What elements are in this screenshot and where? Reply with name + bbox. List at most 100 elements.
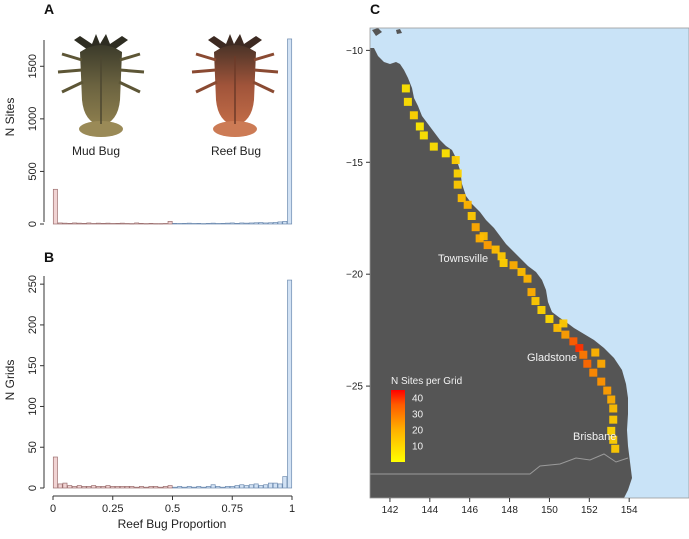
map-y-tick-label: −15: [346, 158, 363, 169]
map-density-cell: [415, 122, 424, 131]
panel-b-bar: [248, 484, 254, 489]
legend-title: N Sites per Grid: [391, 376, 462, 387]
panel-a-bar: [239, 222, 245, 225]
legend-color-bar: [391, 390, 405, 462]
panel-b-y-tick-label: 150: [27, 357, 39, 375]
panel-b-bar: [177, 486, 183, 489]
map-density-cell: [409, 111, 418, 120]
map-x-ticks: 142 144 146 148 150 152 154: [382, 498, 638, 516]
panel-a-bar: [244, 222, 250, 225]
panel-a-bar: [287, 38, 293, 225]
panel-a-letter: A: [44, 1, 54, 17]
map-density-cells: [401, 84, 620, 453]
panel-a-bar: [253, 222, 259, 225]
panel-a: A 0 500 1000 1500 N Sites Mud Bug Reef Bug: [3, 1, 293, 227]
mud-bug-image: [57, 34, 145, 137]
panel-a-bar: [205, 223, 211, 225]
map-density-cell: [609, 404, 618, 413]
map-legend: N Sites per Grid 40 30 20 10: [391, 376, 462, 462]
panel-b-bar: [196, 486, 202, 489]
map-density-cell: [499, 259, 508, 267]
panel-b-x-tick-label: 0: [50, 503, 56, 515]
panel-b-bar: [91, 485, 97, 489]
panel-a-bar: [248, 222, 254, 225]
map-x-tick-label: 144: [421, 505, 438, 516]
map-density-cell: [483, 241, 492, 250]
panel-b-bar: [225, 486, 230, 489]
map-density-cell: [607, 426, 616, 435]
map-density-cell: [607, 395, 616, 404]
map-density-cell: [561, 330, 570, 339]
map-density-cell: [611, 444, 620, 453]
map-density-cell: [609, 415, 618, 424]
panel-a-bar: [263, 222, 269, 225]
panel-b-bar: [162, 486, 168, 489]
panel-a-bar: [148, 223, 154, 225]
map-density-cell: [441, 149, 450, 158]
map-x-tick-label: 154: [621, 505, 638, 516]
map-y-tick-label: −10: [346, 46, 363, 57]
map-x-tick-label: 142: [382, 505, 399, 516]
panel-a-bar: [129, 223, 135, 225]
panel-b-y-tick-label: 100: [27, 397, 39, 415]
panel-a-y-tick-label: 500: [27, 162, 39, 180]
panel-b-bar: [287, 279, 293, 489]
map-density-cell: [597, 377, 606, 386]
panel-b-bar: [258, 485, 264, 489]
panel-a-bar: [67, 223, 73, 225]
panel-b-x-tick-label: 0.5: [165, 503, 180, 515]
panel-b-bar: [148, 486, 154, 489]
panel-b-bar: [129, 486, 135, 489]
panel-a-bars: [52, 38, 293, 225]
panel-b-bar: [81, 486, 87, 489]
panel-a-bar: [110, 223, 116, 225]
map-density-cell: [509, 261, 518, 270]
panel-b-bar: [124, 486, 130, 489]
city-townsville: Townsville: [438, 253, 488, 265]
panel-a-bar: [81, 223, 87, 225]
panel-b-bar: [52, 456, 58, 489]
panel-a-bar: [225, 222, 230, 225]
panel-a-bar: [277, 221, 283, 225]
panel-b-bar: [105, 485, 111, 489]
panel-b-bar: [86, 486, 92, 489]
map-density-cell: [537, 306, 546, 314]
map-density-cell: [451, 156, 460, 165]
map-density-cell: [609, 435, 618, 444]
panel-a-bar: [153, 223, 159, 225]
reef-bug-image: [191, 34, 279, 137]
panel-b-bar: [72, 486, 77, 489]
panel-b-bar: [119, 486, 125, 489]
map-y-tick-label: −25: [346, 382, 363, 393]
panel-a-bar: [177, 223, 183, 225]
panel-b-bar: [234, 485, 240, 489]
panel-b-bar: [253, 483, 259, 489]
map-density-cell: [517, 267, 526, 276]
map-density-cell: [453, 180, 462, 189]
map-density-cell: [579, 350, 588, 359]
panel-a-bar: [167, 221, 173, 225]
panel-b-bar: [239, 484, 245, 489]
map-land: [370, 48, 632, 498]
map-density-cell: [463, 200, 472, 209]
panel-a-bar: [268, 222, 273, 225]
map-density-cell: [453, 169, 462, 178]
panel-a-bar: [272, 222, 278, 225]
map-density-cell: [479, 232, 488, 241]
panel-b-bar: [143, 486, 149, 489]
panel-a-bar: [210, 222, 216, 225]
panel-a-bar: [134, 222, 140, 225]
panel-a-bar: [201, 223, 207, 225]
panel-a-bar: [91, 223, 97, 225]
panel-b-bar: [57, 483, 63, 489]
panel-b-bar: [210, 484, 216, 489]
map-y-ticks: −10 −15 −20 −25: [346, 46, 370, 393]
map-density-cell: [491, 245, 500, 254]
panel-b-bar: [186, 486, 192, 489]
map-density-cell: [457, 194, 466, 203]
panel-b-x-tick-label: 0.25: [102, 503, 123, 515]
map-density-cell: [591, 348, 600, 357]
panel-b-letter: B: [44, 249, 54, 265]
panel-b-x-tick-label: 0.75: [222, 503, 243, 515]
